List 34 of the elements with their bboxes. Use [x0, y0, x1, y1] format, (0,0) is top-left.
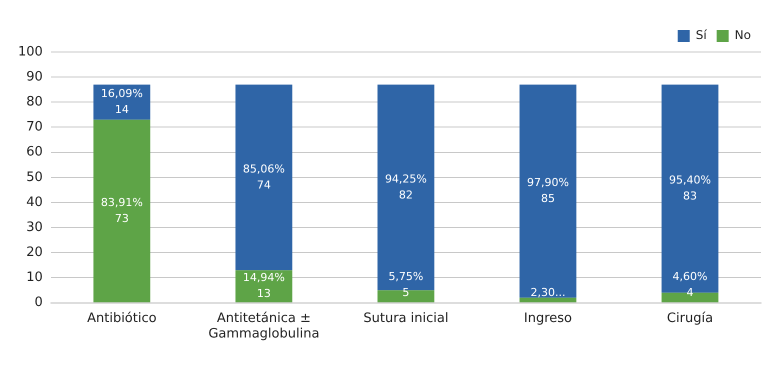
data-label: 4,60% 4	[672, 270, 708, 300]
y-tick-label: 30	[26, 220, 43, 235]
y-tick-label: 70	[26, 120, 43, 135]
y-tick-label: 10	[26, 270, 43, 286]
bar	[93, 120, 150, 302]
bar	[378, 290, 434, 302]
data-label: 94,25% 82	[384, 172, 427, 202]
y-tick-label: 60	[26, 144, 43, 160]
data-label: 5,75% 5	[388, 270, 424, 300]
x-tick-label: Antitetánica ± Gammaglobulina	[208, 310, 320, 342]
data-label: 16,09% 14	[100, 87, 143, 116]
bar	[235, 84, 292, 270]
x-tick-label: Sutura inicial	[363, 310, 448, 326]
data-label: 2,30...	[530, 286, 566, 300]
y-tick-label: 50	[26, 170, 43, 185]
x-tick-label: Cirugía	[666, 310, 714, 326]
y-tick-label: 90	[26, 69, 43, 84]
y-tick-label: 40	[26, 194, 43, 210]
x-tick-label: Antibiótico	[87, 310, 157, 326]
bar	[520, 84, 576, 298]
y-tick-label: 80	[26, 94, 43, 110]
legend-label: No	[734, 28, 752, 42]
y-tick-label: 20	[26, 245, 43, 260]
data-label: 83,91% 73	[100, 196, 143, 225]
data-label: 85,06% 74	[242, 162, 285, 192]
bar	[520, 298, 576, 302]
legend-label: Sí	[696, 28, 708, 42]
data-label: 95,40% 83	[669, 174, 711, 203]
data-label: 14,94% 13	[242, 271, 285, 300]
bar	[235, 270, 292, 302]
data-label: 97,90% 85	[526, 176, 569, 206]
y-tick-label: 0	[34, 295, 43, 310]
x-tick-label: Ingreso	[524, 310, 572, 326]
y-tick-label: 100	[18, 44, 43, 60]
